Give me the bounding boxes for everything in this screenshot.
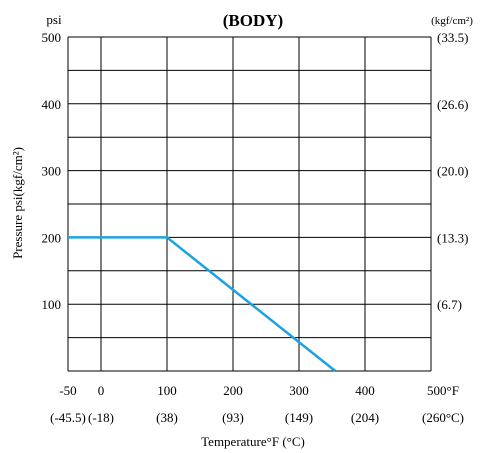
x-tick-label: -50 <box>59 383 76 398</box>
x-tick-label: 400 <box>355 383 375 398</box>
x-tick-label-celsius: (204) <box>351 410 379 425</box>
y-tick-label: 300 <box>42 164 62 179</box>
y-unit-right: (kgf/cm²) <box>431 15 473 27</box>
y-right-tick-label: (6.7) <box>437 297 462 312</box>
y-right-tick-label: (33.5) <box>437 30 468 45</box>
x-tick-label: 0 <box>98 383 105 398</box>
tick-labels: 100 200 300 400 500 (6.7) (13.3) (20.0) (26.6) (3… <box>42 30 469 425</box>
y-right-tick-label: (13.3) <box>437 230 468 245</box>
x-tick-label-celsius: (38) <box>156 410 178 425</box>
y-right-tick-label: (20.0) <box>437 164 468 179</box>
chart-title: (BODY) <box>223 11 283 30</box>
y-right-tick-label: (26.6) <box>437 97 468 112</box>
y-unit-left: psi <box>46 12 62 27</box>
x-axis-label: Temperature°F (°C) <box>201 434 305 449</box>
x-tick-label: 200 <box>223 383 243 398</box>
y-tick-label: 400 <box>42 97 62 112</box>
x-tick-label: 500°F <box>427 383 459 398</box>
y-axis-label: Pressure psi(kgf/cm²) <box>10 147 25 259</box>
grid-lines <box>68 37 431 371</box>
x-tick-label: 300 <box>289 383 309 398</box>
y-tick-label: 200 <box>42 230 62 245</box>
y-tick-label: 500 <box>42 30 62 45</box>
x-tick-label-celsius: (-18) <box>88 410 114 425</box>
y-tick-label: 100 <box>42 297 62 312</box>
x-tick-label-celsius: (93) <box>222 410 244 425</box>
x-tick-label-celsius: (149) <box>285 410 313 425</box>
x-tick-label: 100 <box>157 383 177 398</box>
x-tick-label-celsius: (-45.5) <box>50 410 86 425</box>
x-tick-label-celsius: (260°C) <box>422 410 464 425</box>
